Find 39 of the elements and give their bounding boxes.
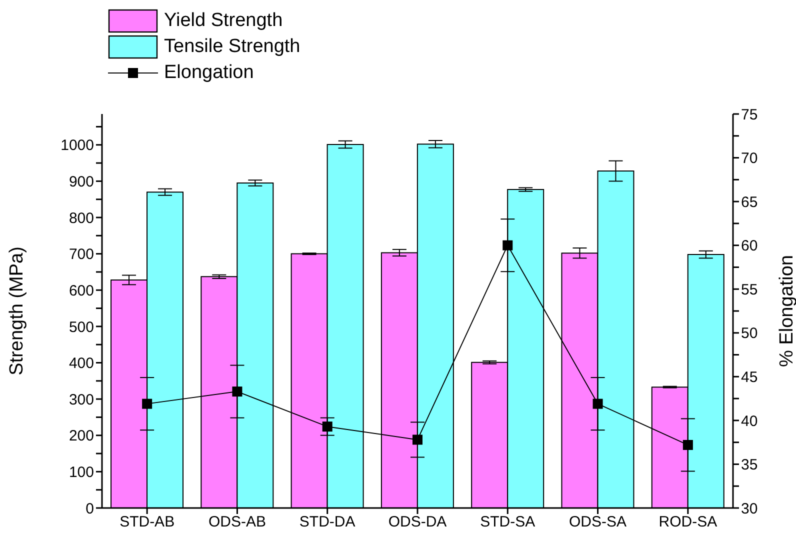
point: [322, 422, 332, 432]
y-tick-label: 0: [86, 500, 94, 518]
x-tick-label: STD-DA: [299, 514, 356, 531]
y-tick-label: 1000: [60, 137, 94, 154]
point: [232, 386, 242, 397]
legend-label: Tensile Strength: [164, 35, 300, 59]
y-tick-label: 800: [68, 210, 94, 227]
y2-tick-label: 35: [741, 456, 758, 474]
point: [142, 398, 152, 409]
y-tick-label: 400: [68, 355, 94, 372]
point: [502, 240, 513, 250]
x-tick-label: STD-SA: [480, 514, 536, 531]
y2-tick-label: 45: [741, 368, 758, 386]
legend-label: Elongation: [164, 61, 254, 85]
y2-tick-label: 65: [741, 194, 758, 211]
y-tick-label: 200: [68, 428, 94, 445]
point: [412, 434, 422, 445]
y2-tick-label: 30: [741, 500, 758, 518]
y-tick-label: 900: [68, 174, 94, 191]
y-axis-title: Strength (MPa): [6, 246, 28, 376]
y-tick-label: 600: [68, 282, 94, 300]
x-tick-label: STD-AB: [120, 514, 175, 531]
point: [592, 398, 603, 409]
legend-label: Yield Strength: [164, 9, 283, 33]
y2-tick-label: 50: [741, 325, 758, 342]
y2-tick-label: 40: [741, 412, 758, 430]
y-tick-label: 700: [68, 246, 94, 264]
y-tick-label: 300: [68, 391, 94, 408]
x-tick-label: ODS-AB: [208, 514, 266, 531]
x-tick-label: ODS-SA: [569, 514, 627, 531]
x-tick-label: ROD-SA: [658, 514, 718, 531]
y-tick-label: 100: [68, 464, 94, 482]
y-tick-label: 500: [68, 318, 94, 336]
y2-tick-label: 60: [741, 238, 758, 255]
point: [682, 440, 693, 450]
y2-tick-label: 55: [741, 281, 758, 298]
x-tick-label: ODS-DA: [388, 514, 447, 531]
y2-tick-label: 70: [741, 150, 758, 168]
y2-tick-label: 75: [741, 106, 758, 124]
